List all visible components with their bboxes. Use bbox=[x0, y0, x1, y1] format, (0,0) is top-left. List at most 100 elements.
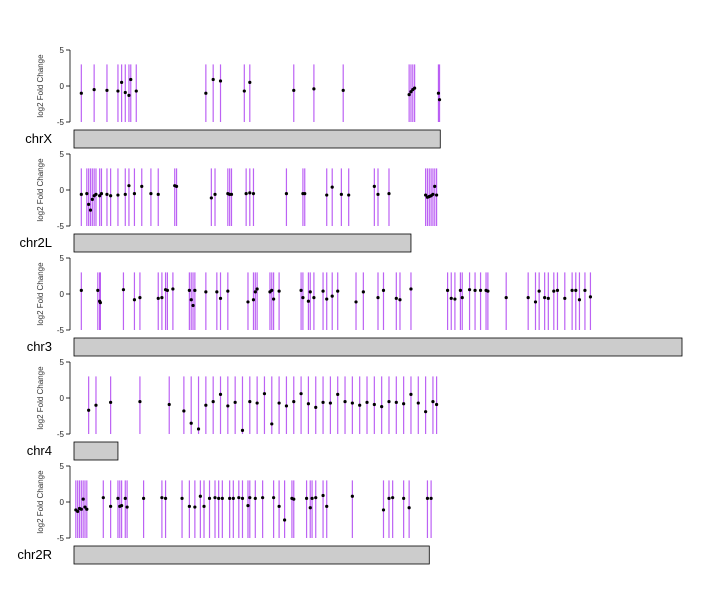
data-point bbox=[220, 496, 224, 500]
data-point bbox=[140, 184, 144, 188]
y-tick-label: 5 bbox=[60, 254, 65, 263]
chromosome-label: chr4 bbox=[27, 443, 52, 458]
y-tick-label: -5 bbox=[57, 222, 65, 231]
data-point bbox=[213, 496, 217, 500]
data-point bbox=[365, 400, 369, 404]
data-point bbox=[255, 287, 259, 291]
data-point bbox=[109, 400, 113, 404]
data-point bbox=[134, 89, 138, 93]
data-point bbox=[198, 494, 202, 498]
data-point bbox=[284, 404, 289, 408]
data-point bbox=[193, 505, 197, 509]
data-point bbox=[105, 88, 109, 92]
data-point bbox=[588, 295, 593, 299]
data-point bbox=[409, 392, 413, 396]
data-point bbox=[325, 297, 329, 301]
data-point bbox=[277, 289, 281, 293]
data-point bbox=[574, 288, 578, 292]
data-point bbox=[424, 410, 428, 414]
data-point bbox=[449, 296, 453, 300]
y-tick-label: 0 bbox=[60, 498, 65, 507]
data-point bbox=[215, 290, 219, 294]
data-point bbox=[218, 296, 223, 300]
data-point bbox=[244, 192, 248, 196]
data-point bbox=[92, 88, 96, 92]
data-point bbox=[478, 288, 483, 292]
data-point bbox=[99, 192, 104, 196]
y-tick-label: 5 bbox=[60, 46, 65, 55]
data-point bbox=[218, 79, 223, 83]
data-point bbox=[204, 91, 208, 95]
data-point bbox=[79, 192, 83, 196]
data-point bbox=[109, 194, 113, 198]
data-point bbox=[299, 288, 303, 292]
data-point bbox=[347, 193, 351, 197]
data-point bbox=[187, 504, 191, 508]
data-point bbox=[217, 496, 221, 500]
data-point bbox=[325, 504, 329, 508]
data-point bbox=[339, 192, 343, 196]
data-point bbox=[85, 507, 89, 511]
y-tick-label: -5 bbox=[57, 326, 65, 335]
data-point bbox=[453, 297, 457, 301]
data-point bbox=[277, 401, 281, 405]
data-point bbox=[79, 288, 83, 292]
data-point bbox=[473, 288, 477, 292]
data-point bbox=[213, 192, 217, 196]
data-point bbox=[94, 192, 98, 196]
data-point bbox=[251, 298, 256, 302]
data-point bbox=[87, 408, 91, 412]
data-point bbox=[391, 496, 395, 500]
data-point bbox=[123, 192, 127, 196]
data-point bbox=[407, 506, 411, 510]
data-point bbox=[312, 296, 316, 300]
data-point bbox=[132, 192, 137, 196]
data-point bbox=[209, 196, 213, 200]
data-point bbox=[314, 405, 318, 409]
chromosome-label: chr2R bbox=[17, 547, 52, 562]
data-point bbox=[467, 288, 472, 292]
data-point bbox=[141, 496, 146, 500]
data-point bbox=[381, 508, 386, 512]
data-point bbox=[248, 80, 252, 84]
data-point bbox=[416, 401, 420, 405]
data-point bbox=[424, 193, 428, 197]
data-point bbox=[189, 298, 193, 302]
data-point bbox=[310, 496, 314, 500]
y-tick-label: 5 bbox=[60, 358, 65, 367]
data-point bbox=[211, 400, 215, 404]
data-point bbox=[376, 192, 380, 196]
data-point bbox=[361, 290, 365, 294]
panel-chr4: 5 0 -5 log2 Fold Change chr4 bbox=[27, 358, 439, 461]
data-point bbox=[138, 400, 142, 404]
data-point bbox=[325, 193, 329, 197]
data-point bbox=[543, 296, 547, 300]
data-point bbox=[354, 300, 358, 304]
data-point bbox=[248, 496, 252, 500]
data-point bbox=[387, 496, 391, 500]
data-point bbox=[304, 496, 309, 500]
data-point bbox=[187, 288, 191, 292]
data-point bbox=[138, 296, 142, 300]
data-point bbox=[228, 496, 232, 500]
data-point bbox=[398, 298, 402, 302]
data-point bbox=[174, 184, 179, 188]
data-point bbox=[402, 496, 406, 500]
data-point bbox=[433, 184, 437, 188]
data-point bbox=[123, 496, 127, 500]
data-point bbox=[233, 400, 237, 404]
data-point bbox=[270, 288, 274, 292]
y-axis-label: log2 Fold Change bbox=[36, 54, 45, 118]
data-point bbox=[182, 409, 186, 413]
data-point bbox=[79, 507, 83, 511]
data-point bbox=[458, 288, 463, 292]
data-point bbox=[246, 504, 250, 508]
data-point bbox=[116, 89, 120, 93]
data-point bbox=[261, 496, 265, 500]
panel-chr3: 5 0 -5 log2 Fold Change chr3 bbox=[27, 254, 683, 357]
data-point bbox=[270, 422, 274, 426]
data-point bbox=[156, 192, 160, 196]
data-point bbox=[583, 288, 587, 292]
data-point bbox=[79, 91, 83, 95]
data-point bbox=[358, 403, 362, 407]
